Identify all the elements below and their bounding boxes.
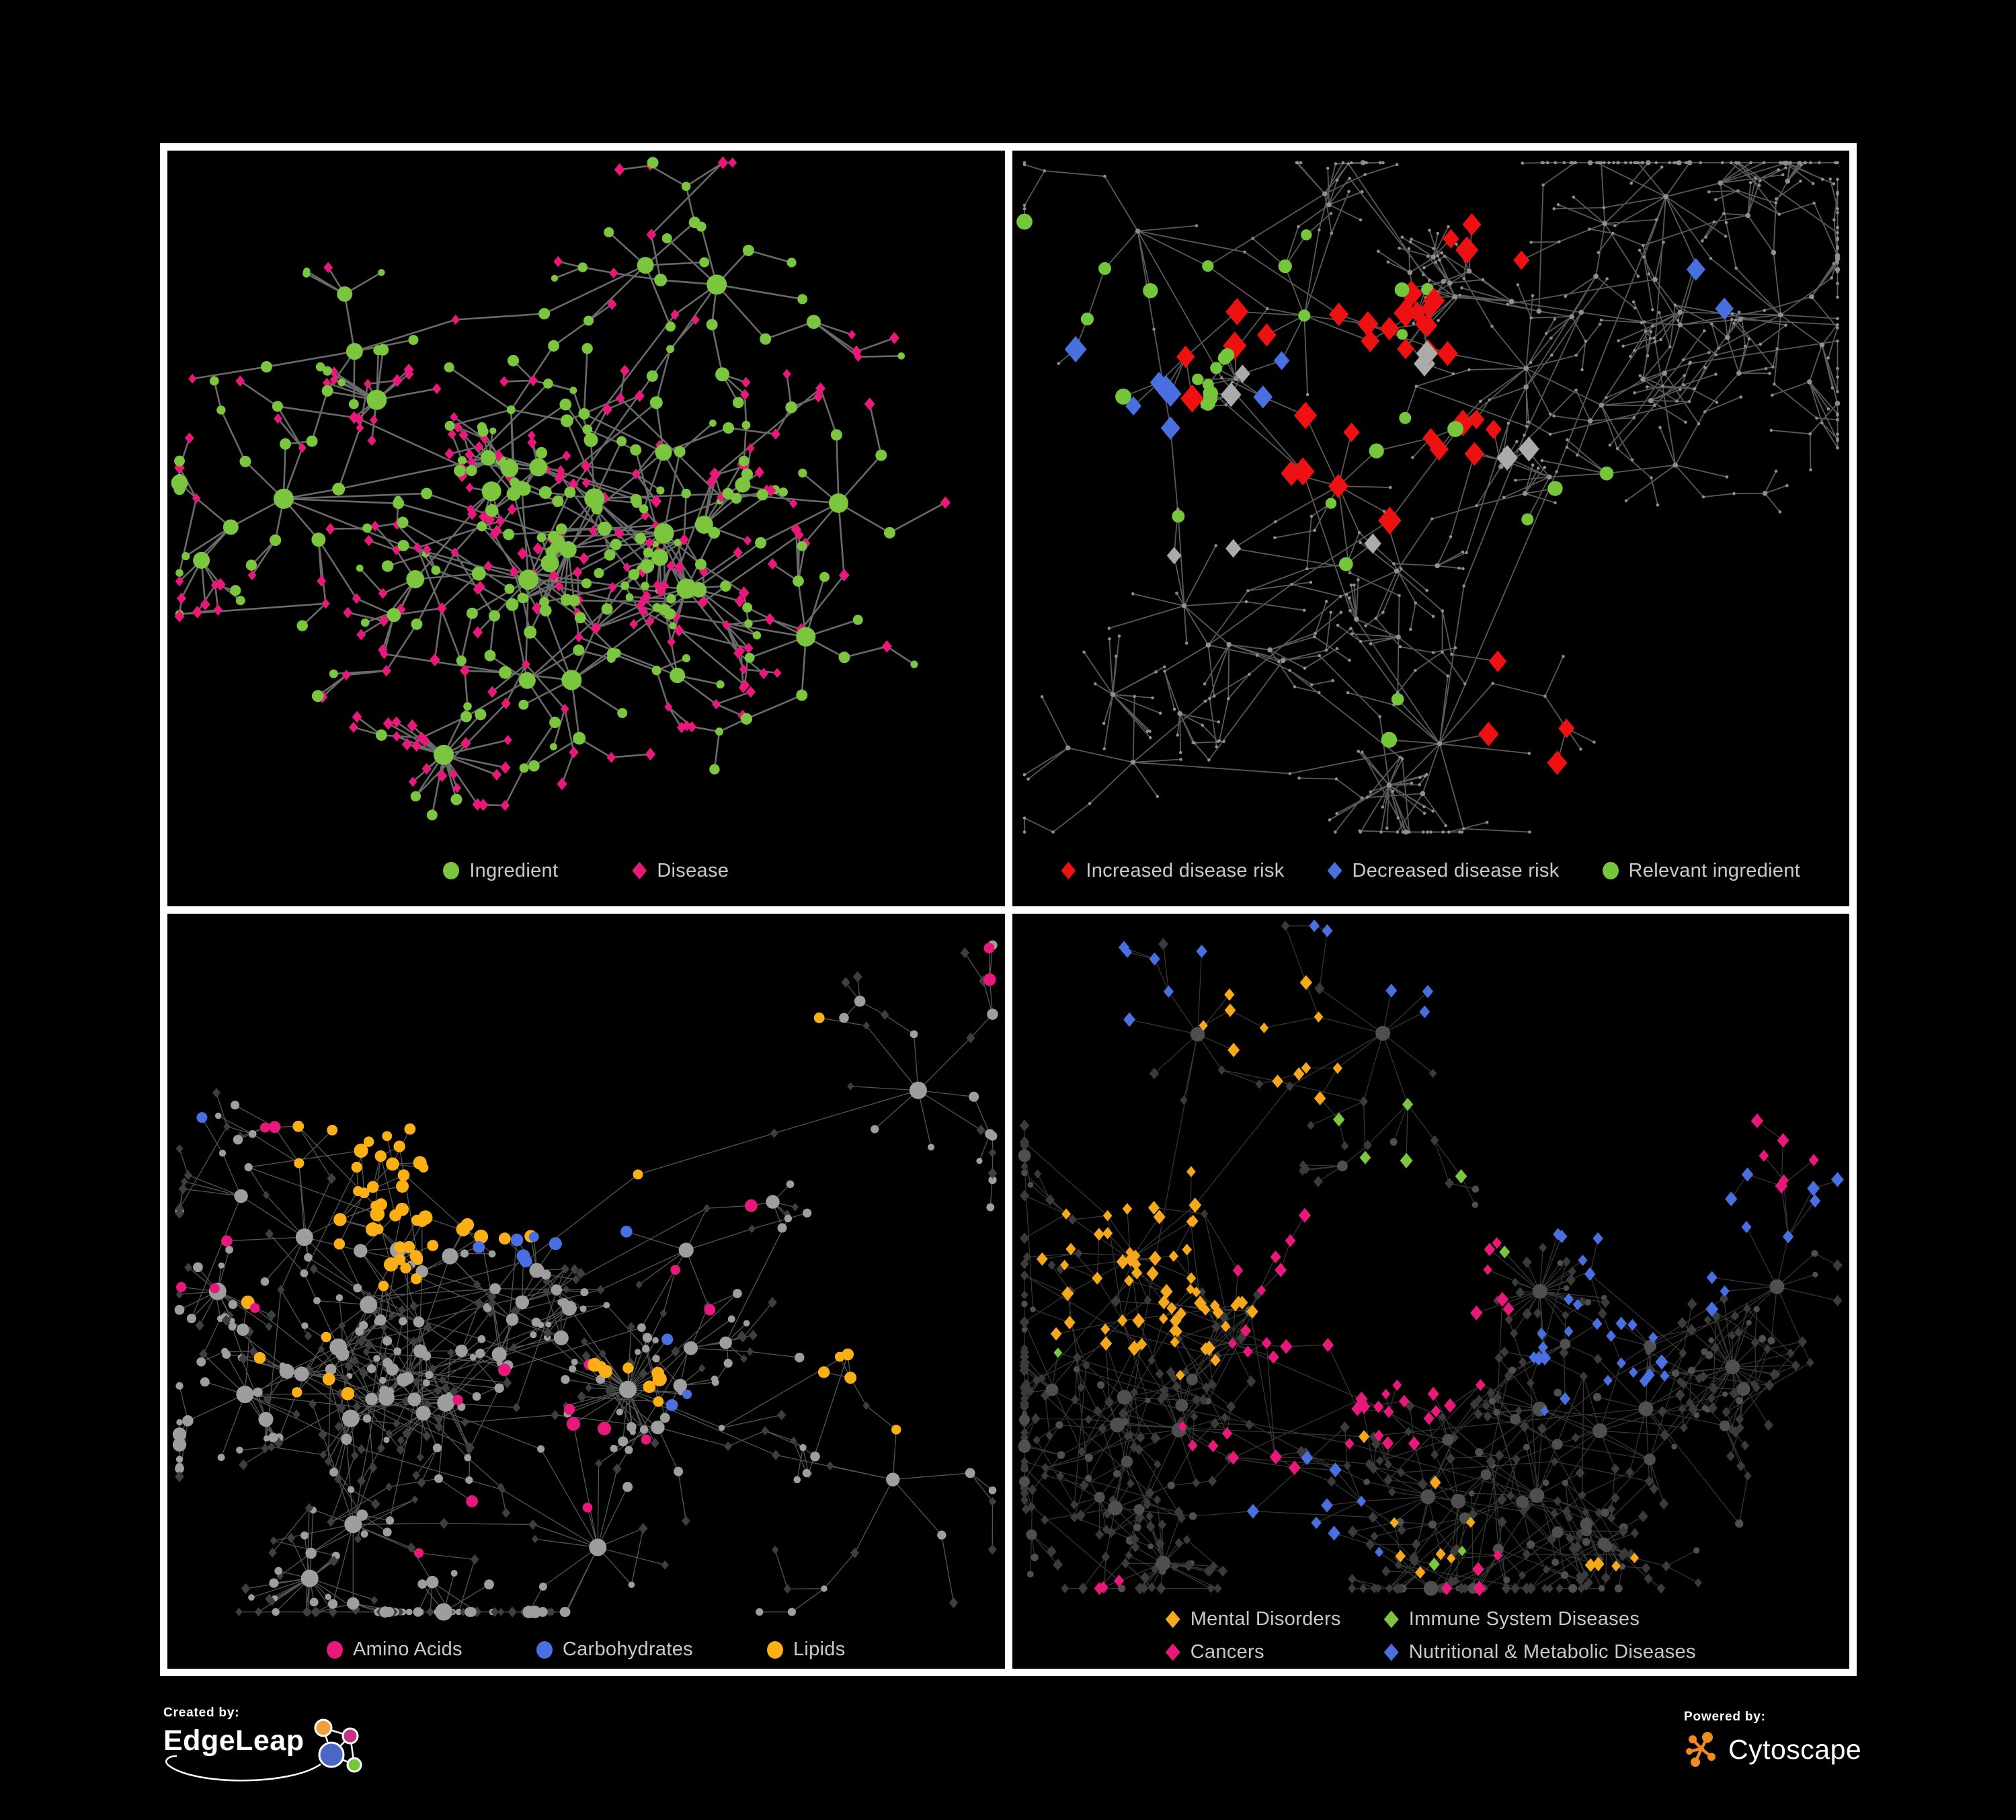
increased-risk-legend-marker-icon	[1061, 862, 1076, 879]
cytoscape-logo-icon	[1686, 1732, 1716, 1767]
nutritional-metabolic-legend-marker-icon	[1383, 1643, 1399, 1661]
legend-label-disease: Disease	[657, 859, 729, 881]
edgeleap-blue-node	[318, 1741, 344, 1768]
legend-item-disease: Disease	[632, 860, 729, 882]
legend-label-lipids: Lipids	[793, 1638, 846, 1660]
network-graph-nutrient-class	[172, 940, 998, 1621]
edgeleap-logo-icon	[165, 1718, 362, 1782]
legend-label-immune-diseases: Immune System Diseases	[1408, 1608, 1640, 1630]
amino-acids-legend-marker-icon	[326, 1640, 343, 1659]
legend-label-increased-risk: Increased disease risk	[1086, 859, 1285, 881]
legend-item-ingredient: Ingredient	[443, 860, 558, 882]
disease-legend-marker-icon	[632, 862, 647, 879]
legend-item-immune-diseases: Immune System Diseases	[1383, 1608, 1696, 1630]
legend-item-lipids: Lipids	[766, 1638, 846, 1661]
legend-item-mental-disorders: Mental Disorders	[1165, 1608, 1341, 1630]
panel-ingredient-disease: Ingredient Disease	[167, 151, 1005, 906]
legend-label-cancers: Cancers	[1190, 1641, 1264, 1663]
legend-label-carbohydrates: Carbohydrates	[562, 1638, 693, 1660]
four-panel-frame: Ingredient Disease Increased disease ris…	[160, 143, 1857, 1676]
legend-label-ingredient: Ingredient	[469, 859, 559, 881]
legend-item-increased-risk: Increased disease risk	[1061, 860, 1284, 882]
mental-disorders-legend-marker-icon	[1165, 1610, 1180, 1628]
legend-disease-class: Mental Disorders Immune System Diseases …	[1012, 1608, 1850, 1663]
decreased-risk-legend-marker-icon	[1327, 862, 1342, 879]
legend-item-nutritional-metabolic: Nutritional & Metabolic Diseases	[1383, 1641, 1696, 1663]
network-graph-ingredient-disease	[171, 156, 951, 821]
edgeleap-green-node	[346, 1757, 362, 1773]
edgeleap-magenta-node	[341, 1727, 358, 1745]
panel-nutrient-class: Amino Acids Carbohydrates Lipids	[167, 913, 1005, 1669]
legend-label-decreased-risk: Decreased disease risk	[1352, 859, 1560, 881]
edgeleap-orange-node	[314, 1718, 332, 1737]
legend-item-carbohydrates: Carbohydrates	[536, 1638, 693, 1661]
cancers-legend-marker-icon	[1165, 1643, 1180, 1661]
legend-nutrient-class: Amino Acids Carbohydrates Lipids	[167, 1638, 1005, 1661]
legend-label-relevant-ingredient: Relevant ingredient	[1628, 859, 1801, 881]
cytoscape-wordmark: Cytoscape	[1728, 1733, 1862, 1765]
legend-label-nutritional-metabolic: Nutritional & Metabolic Diseases	[1408, 1641, 1696, 1663]
legend-label-amino-acids: Amino Acids	[352, 1638, 462, 1660]
powered-by-label: Powered by:	[1684, 1710, 1766, 1724]
ingredient-legend-marker-icon	[443, 862, 460, 879]
panel-disease-class: Mental Disorders Immune System Diseases …	[1012, 913, 1850, 1669]
carbohydrates-legend-marker-icon	[536, 1640, 553, 1659]
immune-diseases-legend-marker-icon	[1383, 1610, 1399, 1628]
legend-item-decreased-risk: Decreased disease risk	[1327, 859, 1560, 882]
cytoscape-logo-nodes	[1686, 1732, 1716, 1767]
created-by-label: Created by:	[163, 1706, 240, 1720]
panel-disease-risk: Increased disease risk Decreased disease…	[1012, 151, 1850, 906]
cytoscape-branding: Powered by: Cytoscape	[1684, 1710, 1861, 1768]
legend-label-mental-disorders: Mental Disorders	[1190, 1608, 1341, 1630]
relevant-ingredient-legend-marker-icon	[1602, 862, 1619, 879]
network-graph-disease-risk	[1016, 160, 1840, 835]
lipids-legend-marker-icon	[766, 1640, 783, 1659]
legend-item-cancers: Cancers	[1165, 1641, 1341, 1663]
edgeleap-swoosh	[165, 1755, 321, 1782]
network-graph-disease-class	[1018, 919, 1844, 1596]
legend-disease-risk: Increased disease risk Decreased disease…	[1012, 860, 1850, 882]
edgeleap-branding: Created by: EdgeLeap	[163, 1706, 365, 1782]
legend-item-relevant-ingredient: Relevant ingredient	[1602, 859, 1801, 882]
legend-item-amino-acids: Amino Acids	[326, 1638, 462, 1661]
legend-ingredient-disease: Ingredient Disease	[167, 860, 1005, 882]
edgeleap-wordmark: EdgeLeap	[163, 1725, 305, 1757]
